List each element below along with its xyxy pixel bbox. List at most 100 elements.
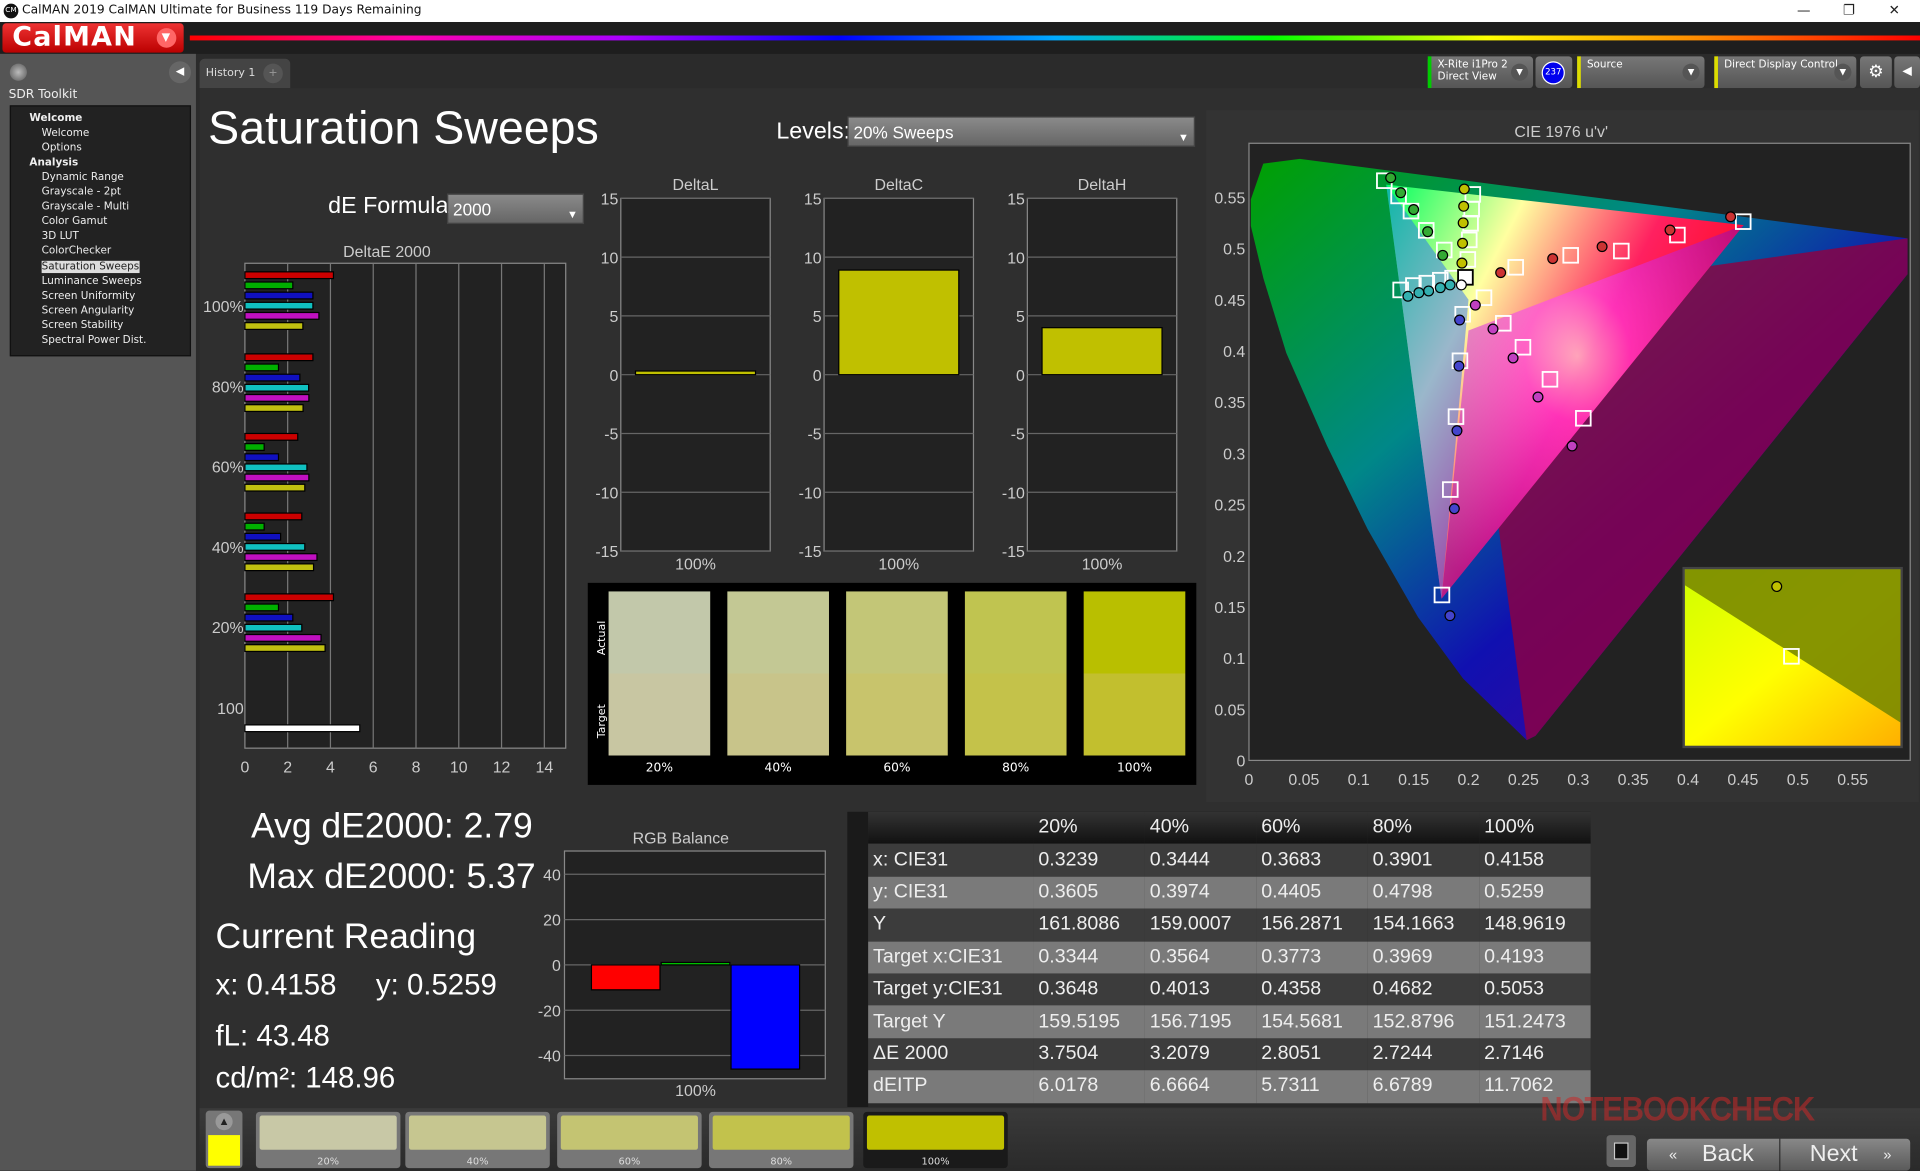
target-square [1442, 481, 1459, 498]
column-header: 80% [1372, 816, 1412, 838]
sidebar-item-screen-uniformity[interactable]: Screen Uniformity [41, 289, 136, 302]
sidebar-item-dynamic-range[interactable]: Dynamic Range [41, 171, 124, 184]
table-cell: 0.3901 [1372, 849, 1433, 871]
minimize-button[interactable]: — [1796, 2, 1811, 19]
table-cell: 156.7195 [1149, 1010, 1232, 1032]
tab-history-1[interactable]: History 1 + [199, 58, 291, 89]
back-button[interactable]: « Back [1646, 1138, 1780, 1171]
sidebar-item-colorchecker[interactable]: ColorChecker [41, 245, 112, 258]
patch-button-60[interactable]: 60% [557, 1111, 702, 1169]
deltae-category-label: 60% [212, 460, 244, 477]
color-swatch [727, 591, 829, 756]
sidebar-item-screen-stability[interactable]: Screen Stability [41, 319, 124, 332]
patch-button-80[interactable]: 80% [708, 1111, 854, 1169]
maximize-button[interactable]: ❐ [1842, 2, 1856, 19]
close-button[interactable]: ✕ [1888, 2, 1900, 19]
current-fl: fL: 43.48 [215, 1020, 330, 1054]
stop-button[interactable] [1606, 1135, 1636, 1167]
table-cell: 0.3974 [1149, 881, 1210, 903]
deltae-bar [244, 363, 280, 372]
sidebar-item-spectral-power-dist-[interactable]: Spectral Power Dist. [41, 333, 147, 347]
measured-point [1456, 257, 1468, 269]
patch-button-20[interactable]: 20% [255, 1111, 401, 1169]
deltaH-y-tick: -5 [1011, 427, 1025, 444]
display-status-bar [1714, 56, 1718, 89]
patch-color [866, 1115, 1005, 1150]
rgb-title: RGB Balance [633, 831, 730, 848]
levels-select[interactable]: 20% Sweeps ▼ [847, 116, 1196, 147]
deltae-bar [244, 301, 314, 310]
measured-point [1469, 299, 1481, 311]
table-cell: 0.3605 [1038, 881, 1099, 903]
sidebar-item-options[interactable]: Options [41, 142, 82, 155]
deltaH-y-tick: 10 [1007, 250, 1025, 267]
next-label: Next [1809, 1141, 1858, 1167]
cie-y-tick: 0.5 [1223, 242, 1245, 259]
sidebar-item-analysis[interactable]: Analysis [29, 156, 79, 170]
patch-button-100[interactable]: 100% [863, 1111, 1008, 1169]
table-cell: 161.8086 [1038, 913, 1121, 935]
scroll-up-icon[interactable]: ▲ [215, 1113, 233, 1131]
next-button[interactable]: Next » [1780, 1138, 1911, 1171]
column-header: 100% [1484, 816, 1535, 838]
sidebar-item-saturation-sweeps[interactable]: Saturation Sweeps [41, 260, 140, 273]
sidebar-item-screen-angularity[interactable]: Screen Angularity [41, 304, 135, 317]
page-title: Saturation Sweeps [208, 102, 599, 155]
cie-y-tick: 0 [1236, 754, 1245, 771]
target-square [1734, 213, 1752, 230]
source-status-bar [1577, 56, 1581, 89]
display-control-selector[interactable]: Direct Display Control ▼ [1714, 56, 1857, 89]
patch-button-40[interactable]: 40% [405, 1111, 550, 1169]
deltae-bar [244, 473, 310, 482]
deltaC-y-tick: -5 [807, 427, 821, 444]
rgb-bar [660, 961, 731, 966]
cie-x-tick: 0.35 [1618, 772, 1649, 789]
calman-menu-button[interactable]: CalMAN ▼ [2, 23, 184, 53]
target-square [1495, 315, 1512, 332]
collapse-right-icon[interactable]: ◀ [1894, 56, 1920, 89]
table-cell: 0.3969 [1372, 946, 1433, 968]
patch-label: 40% [466, 1155, 489, 1167]
source-selector[interactable]: Source ▼ [1577, 56, 1705, 89]
patch-color [259, 1115, 397, 1150]
formula-select[interactable]: 2000 ▼ [446, 193, 585, 225]
rgb-y-tick: 40 [543, 867, 561, 884]
measured-point [1453, 360, 1465, 372]
sidebar-item-grayscale-2pt[interactable]: Grayscale - 2pt [41, 186, 122, 199]
sidebar-item-welcome[interactable]: Welcome [29, 112, 83, 125]
table-row: Target Y 159.5195 156.7195 154.5681 152.8796… [868, 1005, 1591, 1039]
sidebar-item-color-gamut[interactable]: Color Gamut [41, 215, 108, 229]
measured-point [1454, 314, 1466, 326]
collapse-sidebar-icon[interactable]: ◀ [168, 61, 192, 84]
max-de: Max dE2000: 5.37 [247, 857, 536, 897]
deltae-category-label: 100% [203, 299, 244, 316]
sidebar-item-3d-lut[interactable]: 3D LUT [41, 230, 79, 243]
meter-selector[interactable]: X-Rite i1Pro 2 Direct View ▼ [1427, 56, 1534, 89]
sidebar-item-welcome[interactable]: Welcome [41, 127, 90, 140]
cie-y-tick: 0.25 [1214, 498, 1245, 515]
deltaH-y-tick: 15 [1007, 191, 1025, 208]
swatch-label: 100% [1116, 761, 1152, 776]
sidebar-item-grayscale-multi[interactable]: Grayscale - Multi [41, 201, 130, 214]
rgb-y-tick: -20 [538, 1003, 561, 1020]
table-cell: 0.3683 [1261, 849, 1322, 871]
table-header: 20% 40% 60% 80% 100% [868, 811, 1591, 845]
pin-icon[interactable] [9, 63, 27, 81]
deltae-bar [244, 463, 308, 472]
measured-point [1566, 440, 1578, 452]
meter-status-bar [1427, 56, 1432, 89]
meter-badge-button[interactable]: 237 [1535, 56, 1573, 89]
title-bar: CM CalMAN 2019 CalMAN Ultimate for Busin… [0, 0, 1920, 23]
measured-point [1444, 610, 1456, 622]
deltae-bar [244, 373, 301, 382]
table-row: x: CIE31 0.3239 0.3444 0.3683 0.3901 0.4158 [868, 844, 1591, 877]
deltaC-y-tick: 15 [804, 191, 822, 208]
settings-gear-icon[interactable]: ⚙ [1860, 56, 1892, 89]
deltae-bar [244, 613, 294, 622]
add-tab-button[interactable]: + [263, 63, 283, 84]
deltaL-x-label: 100% [675, 556, 716, 573]
measured-point [1458, 200, 1470, 212]
sidebar-item-luminance-sweeps[interactable]: Luminance Sweeps [41, 274, 142, 288]
target-square [1562, 247, 1579, 264]
patch-color [560, 1115, 698, 1150]
